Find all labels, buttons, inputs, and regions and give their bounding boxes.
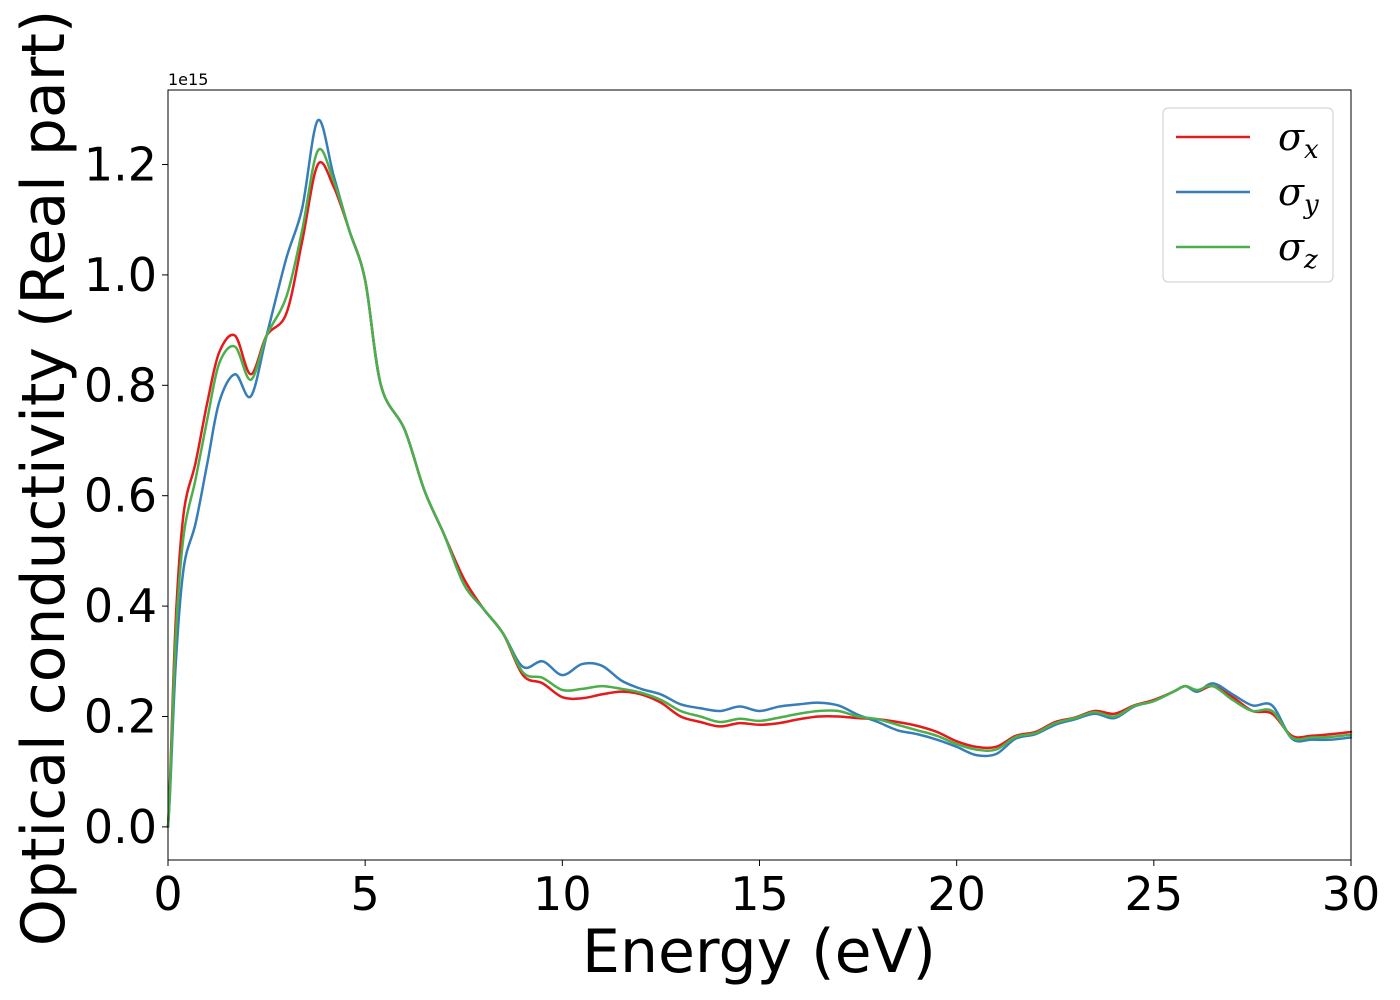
legend-label-y: σy — [1278, 170, 1319, 220]
y-axis-title: Optical conductivity (Real part) — [9, 10, 79, 947]
x-tick-label: 10 — [533, 867, 592, 921]
y-tick-label: 0.6 — [84, 469, 157, 523]
y-axis: 0.0 0.2 0.4 0.6 0.8 1.0 1.2 — [84, 138, 168, 854]
x-axis: 0 5 10 15 20 25 30 — [153, 860, 1380, 921]
plot-background — [168, 90, 1351, 860]
x-tick-label: 0 — [153, 867, 182, 921]
series-line-z — [166, 147, 1353, 829]
x-tick-label: 20 — [927, 867, 986, 921]
x-tick-label: 15 — [730, 867, 789, 921]
y-tick-label: 0.0 — [84, 800, 157, 854]
legend-label-z: σz — [1278, 225, 1318, 275]
y-tick-label: 1.2 — [84, 138, 157, 192]
y-tick-label: 0.8 — [84, 358, 157, 412]
y-tick-label: 0.4 — [84, 579, 157, 633]
y-offset-label: 1e15 — [168, 70, 208, 89]
x-tick-label: 30 — [1322, 867, 1381, 921]
x-tick-label: 25 — [1125, 867, 1184, 921]
x-tick-label: 5 — [351, 867, 380, 921]
x-axis-title: Energy (eV) — [582, 917, 936, 987]
series-layer — [166, 118, 1353, 829]
y-tick-label: 1.0 — [84, 248, 157, 302]
y-tick-label: 0.2 — [84, 689, 157, 743]
legend-box — [1162, 107, 1334, 283]
legend-label-x: σx — [1278, 115, 1319, 165]
